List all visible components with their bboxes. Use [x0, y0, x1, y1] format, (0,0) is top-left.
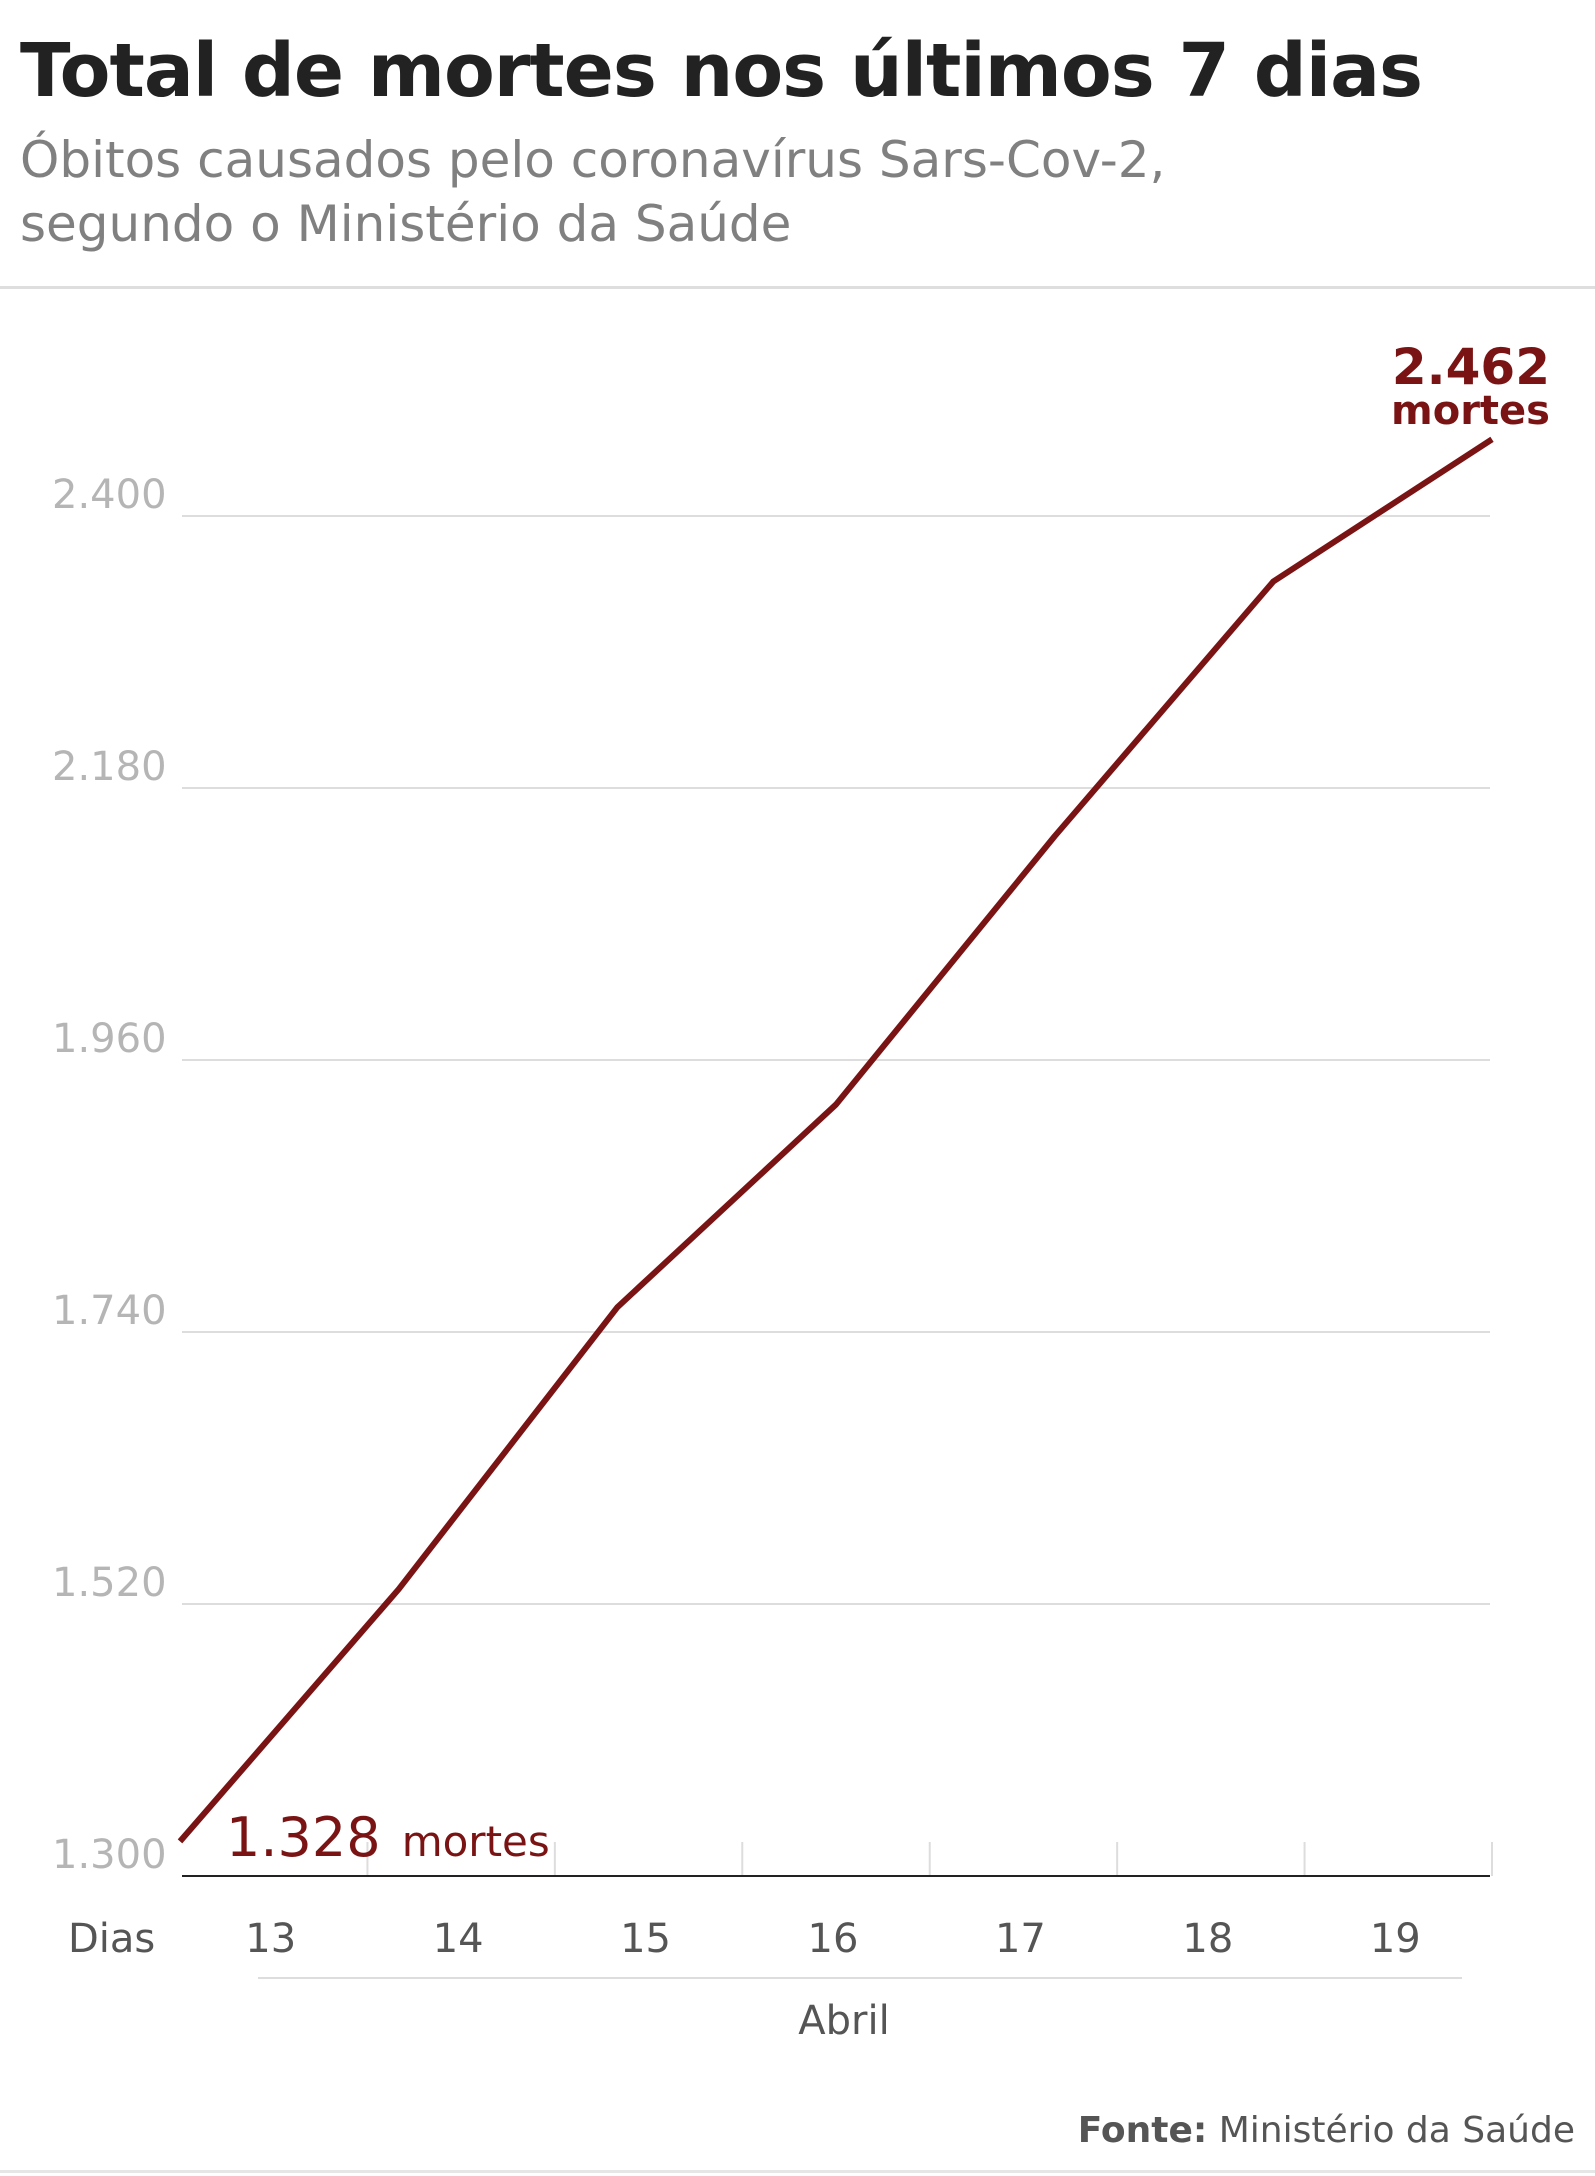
subtitle-line-1: Óbitos causados pelo coronavírus Sars-Co…: [20, 131, 1166, 189]
source-label: Fonte:: [1077, 2110, 1208, 2151]
x-tick-label: 15: [620, 1916, 671, 1962]
footer-divider: [0, 2170, 1595, 2173]
x-tick-label: 13: [245, 1916, 296, 1962]
y-tick-label: 2.400: [52, 472, 167, 518]
x-tick-label: 19: [1370, 1916, 1421, 1962]
x-tick-label: 16: [808, 1916, 859, 1962]
y-tick-label: 1.960: [52, 1016, 167, 1062]
chart-title: Total de mortes nos últimos 7 dias: [20, 28, 1423, 114]
start-annotation: 1.328 mortes: [226, 1806, 550, 1869]
y-tick-label: 1.740: [52, 1288, 167, 1334]
x-tick-label: 17: [995, 1916, 1046, 1962]
y-tick-label: 2.180: [52, 744, 167, 790]
y-tick-label: 1.520: [52, 1560, 167, 1606]
y-tick-labels: 1.300 1.520 1.740 1.960 2.180 2.400: [52, 472, 167, 1878]
grid-lines: [182, 515, 1490, 1605]
x-axis-title: Abril: [798, 1998, 889, 2044]
start-value-label: 1.328: [226, 1806, 381, 1869]
source-note: Fonte: Ministério da Saúde: [1078, 2110, 1575, 2151]
x-tick-label: 14: [433, 1916, 484, 1962]
y-tick-label: 1.300: [52, 1832, 167, 1878]
start-unit-label: mortes: [402, 1817, 550, 1866]
end-value-label: 2.462: [1392, 338, 1550, 396]
series-line: [177, 436, 1494, 1844]
x-row-label: Dias: [68, 1916, 155, 1962]
x-tick-labels: 13 14 15 16 17 18 19: [245, 1916, 1420, 1962]
subtitle-line-2: segundo o Ministério da Saúde: [20, 195, 792, 253]
x-tick-marks: [366, 1842, 1493, 1876]
chart-subtitle: Óbitos causados pelo coronavírus Sars-Co…: [20, 128, 1520, 256]
x-tick-label: 18: [1182, 1916, 1233, 1962]
source-text: Ministério da Saúde: [1218, 2110, 1575, 2151]
end-unit-label: mortes: [1391, 388, 1550, 434]
header-divider: [0, 286, 1595, 289]
